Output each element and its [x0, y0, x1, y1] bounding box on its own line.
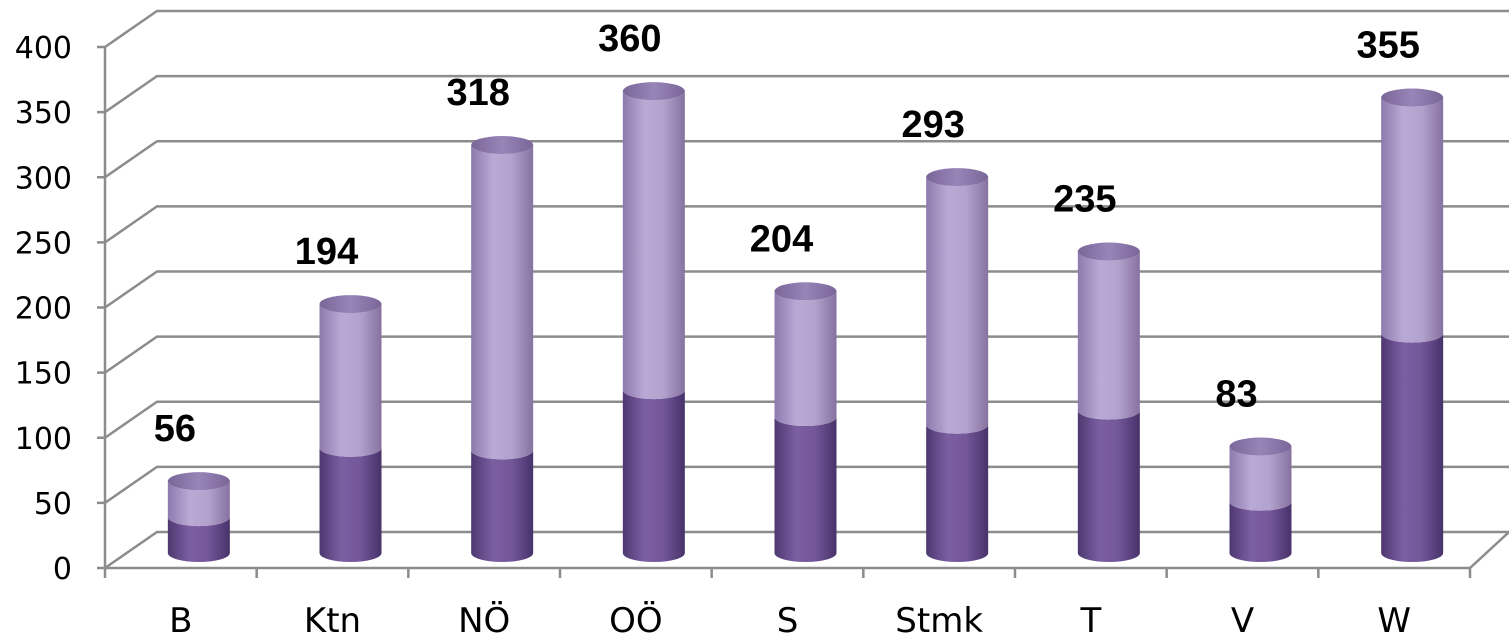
bars [167, 82, 1444, 562]
bar-Ktn-series-2 [319, 304, 382, 457]
bar-group-B [167, 472, 230, 562]
y-tick-label-150: 150 [15, 357, 72, 392]
bar-W-series-1 [1381, 333, 1444, 562]
bar-B-series-2 [167, 481, 230, 527]
bar-T-series-1 [1077, 410, 1140, 562]
y-tick-label-50: 50 [34, 487, 72, 522]
bar-T-series-2 [1077, 251, 1140, 420]
y-tick-label-100: 100 [15, 422, 72, 457]
gridline-150 [104, 335, 1509, 374]
y-tick-label-350: 350 [15, 96, 72, 131]
bar-group-OÖ [622, 82, 685, 562]
data-label-Stmk: 293 [901, 104, 964, 146]
bar-top-V [1229, 437, 1292, 456]
x-tick-label-OÖ: OÖ [609, 600, 663, 640]
bar-top-T [1077, 242, 1140, 261]
bar-W-series-2 [1381, 97, 1444, 343]
y-tick-label-200: 200 [15, 292, 72, 327]
bar-OÖ-series-1 [622, 390, 685, 562]
bar-top-B [167, 472, 230, 491]
bar-group-T [1077, 242, 1140, 562]
data-label-V: 83 [1215, 374, 1257, 416]
gridline-350 [104, 74, 1509, 114]
bar-Ktn-series-1 [319, 447, 382, 562]
bar-group-S [774, 282, 837, 562]
bar-group-Ktn [319, 295, 382, 562]
data-label-Ktn: 194 [295, 231, 358, 273]
bar-S-series-2 [774, 291, 837, 427]
data-label-S: 204 [750, 218, 813, 260]
bar-NÖ-series-1 [471, 450, 534, 562]
data-label-B: 56 [154, 408, 196, 450]
bar-V-series-2 [1229, 446, 1292, 511]
x-tick-label-NÖ: NÖ [458, 600, 510, 640]
bar-top-OÖ [622, 82, 685, 101]
bar-top-NÖ [471, 136, 534, 155]
bar-group-W [1381, 88, 1444, 562]
gridlines [104, 9, 1509, 570]
bar-B-series-1 [167, 517, 230, 562]
gridline-200 [104, 270, 1509, 309]
data-labels: 56 194 318 360 204 293 235 83 355 [154, 18, 1420, 450]
bar-top-W [1381, 88, 1444, 107]
bar-OÖ-series-2 [622, 91, 685, 400]
x-tick-label-T: T [1079, 601, 1101, 640]
bar-Stmk-series-1 [926, 424, 989, 562]
y-tick-label-400: 400 [15, 31, 72, 66]
x-tick-label-V: V [1231, 601, 1254, 640]
bar-top-S [774, 282, 837, 301]
gridline-0 [104, 530, 1509, 570]
bar-NÖ-series-2 [471, 145, 534, 460]
x-tick-label-Stmk: Stmk [895, 601, 983, 640]
gridline-50 [104, 465, 1509, 504]
gridline-100 [104, 400, 1509, 439]
y-tick-label-0: 0 [53, 552, 72, 587]
gridline-250 [104, 205, 1509, 244]
data-label-W: 355 [1356, 25, 1419, 67]
floor-right-edge [1469, 531, 1509, 569]
bar-S-series-1 [774, 417, 837, 562]
bar-V-series-1 [1229, 501, 1292, 562]
axes: 0 50 100 150 200 250 300 350 400 B Ktn NÖ OÖ S Stmk T V W [15, 31, 1509, 640]
y-tick-label-250: 250 [15, 226, 72, 261]
bar-group-NÖ [471, 136, 534, 562]
bar-top-Stmk [926, 168, 989, 187]
gridline-400 [104, 9, 1509, 49]
bar-group-Stmk [926, 168, 989, 562]
bar-group-V [1229, 437, 1292, 562]
y-tick-label-300: 300 [15, 161, 72, 196]
data-label-OÖ: 360 [598, 18, 661, 60]
bar-top-Ktn [319, 295, 382, 314]
data-label-T: 235 [1053, 179, 1116, 221]
x-tick-label-B: B [169, 601, 192, 640]
x-tick-label-W: W [1377, 601, 1411, 640]
bar-Stmk-series-2 [926, 177, 989, 434]
gridline-300 [104, 140, 1509, 179]
data-label-NÖ: 318 [446, 72, 509, 114]
x-tick-label-Ktn: Ktn [304, 601, 361, 640]
x-tick-label-S: S [777, 601, 799, 640]
